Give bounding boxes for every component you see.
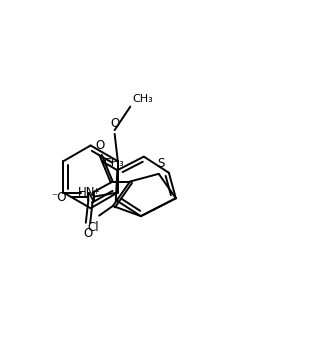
Text: O: O <box>83 227 93 240</box>
Text: O: O <box>110 117 119 130</box>
Text: CH₃: CH₃ <box>104 158 124 168</box>
Text: ⁻O: ⁻O <box>51 191 66 204</box>
Text: HN: HN <box>78 186 96 199</box>
Text: S: S <box>157 157 165 170</box>
Text: N: N <box>85 191 95 204</box>
Text: CH₃: CH₃ <box>132 94 153 104</box>
Text: O: O <box>95 139 105 152</box>
Text: Cl: Cl <box>88 221 99 234</box>
Text: +: + <box>92 187 99 196</box>
